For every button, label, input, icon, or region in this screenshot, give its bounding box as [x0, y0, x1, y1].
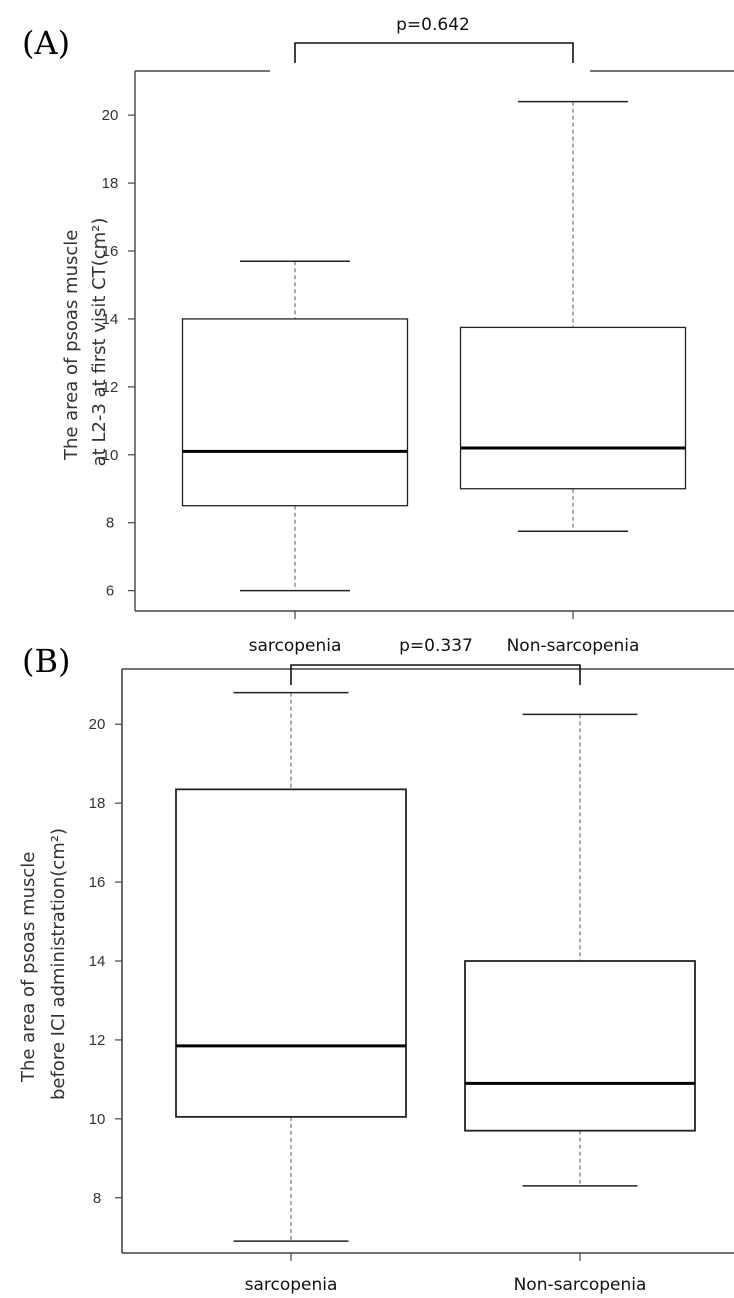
y-tick-label-a: 16 — [102, 243, 119, 260]
y-tick-label-a: 18 — [102, 175, 119, 192]
y-axis-label-b: The area of psoas muscle before ICI admi… — [18, 828, 69, 1100]
iqr-box — [175, 788, 407, 1118]
p-value-b: p=0.337 — [399, 636, 473, 656]
box-sarcopenia-a — [181, 260, 409, 592]
y-tick-label-a: 14 — [102, 311, 119, 328]
iqr-box — [181, 318, 409, 507]
plot-frame-a — [134, 70, 734, 612]
iqr-box — [464, 960, 696, 1132]
box-sarcopenia-b — [175, 691, 407, 1242]
panel-a: (A) p=0.642 The area of psoas muscle at … — [22, 15, 734, 656]
y-tick-label-a: 10 — [102, 447, 119, 464]
p-value-a: p=0.642 — [396, 15, 470, 35]
y-tick-label-b: 14 — [89, 953, 106, 970]
panel-label-a: (A) — [22, 24, 70, 62]
y-tick-label-b: 10 — [89, 1111, 106, 1128]
y-axis-label-b-line1: The area of psoas muscle — [18, 852, 39, 1083]
category-label-non-sarcopenia-b: Non-sarcopenia — [514, 1275, 647, 1295]
y-tick-label-b: 18 — [89, 795, 106, 812]
y-axis-label-a-line2: at L2-3 at first visit CT(cm²) — [89, 218, 110, 467]
category-label-sarcopenia-b: sarcopenia — [245, 1275, 338, 1295]
box-non-sarcopenia-a — [459, 100, 687, 532]
y-axis-label-b-line2: before ICI administration(cm²) — [48, 828, 69, 1100]
iqr-box — [459, 326, 687, 490]
y-tick-label-b: 8 — [93, 1190, 101, 1207]
significance-bracket-b — [290, 664, 581, 685]
y-tick-label-a: 20 — [102, 107, 119, 124]
y-axis-label-a-line1: The area of psoas muscle — [61, 230, 82, 461]
y-tick-label-b: 12 — [89, 1032, 106, 1049]
panel-b: (B) p=0.337 The area of psoas muscle bef… — [18, 636, 734, 1295]
panel-label-b: (B) — [22, 642, 70, 680]
box-non-sarcopenia-b — [464, 713, 696, 1187]
y-tick-label-a: 12 — [102, 379, 119, 396]
y-tick-label-b: 20 — [89, 716, 106, 733]
category-label-non-sarcopenia-a: Non-sarcopenia — [507, 636, 640, 656]
y-tick-label-a: 8 — [106, 515, 114, 532]
y-axis-label-a: The area of psoas muscle at L2-3 at firs… — [61, 218, 110, 467]
y-tick-label-b: 16 — [89, 874, 106, 891]
category-label-sarcopenia-a: sarcopenia — [249, 636, 342, 656]
y-tick-label-a: 6 — [106, 583, 114, 600]
significance-bracket-a — [294, 42, 574, 63]
